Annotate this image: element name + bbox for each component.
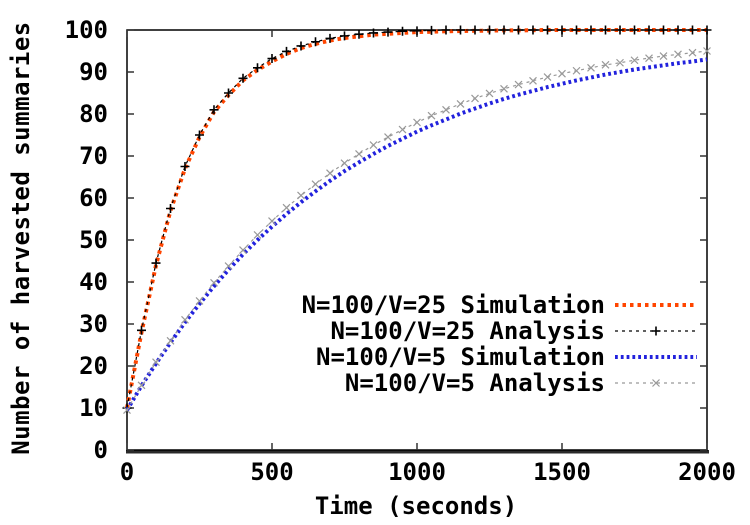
y-tick-label: 60 [79,184,108,212]
x-tick-label: 2000 [678,458,736,486]
x-tick-label: 1000 [388,458,446,486]
legend-label-v25-simulation: N=100/V=25 Simulation [302,291,605,319]
y-tick-label: 80 [79,100,108,128]
y-tick-label: 10 [79,394,108,422]
y-tick-label: 90 [79,58,108,86]
x-axis-label: Time (seconds) [314,492,518,520]
legend-label-v5-analysis: N=100/V=5 Analysis [345,369,605,397]
y-tick-label: 70 [79,142,108,170]
series-markers-v5-analysis [123,47,711,415]
y-tick-label: 50 [79,226,108,254]
y-tick-label: 0 [94,436,108,464]
series-line-v25-simulation [125,28,707,409]
y-axis-label: Number of harvested summaries [7,21,35,455]
y-tick-label: 100 [65,16,108,44]
series-line-v5-simulation [125,57,708,412]
legend-label-v25-analysis: N=100/V=25 Analysis [330,317,605,345]
y-tick-label: 30 [79,310,108,338]
legend-marker-v5-analysis [652,379,660,387]
legend-marker-v25-analysis [651,326,661,336]
y-tick-label: 20 [79,352,108,380]
y-tick-label: 40 [79,268,108,296]
legend-label-v5-simulation: N=100/V=5 Simulation [316,343,605,371]
x-tick-label: 500 [250,458,293,486]
x-tick-label: 0 [120,458,134,486]
x-tick-label: 1500 [533,458,591,486]
